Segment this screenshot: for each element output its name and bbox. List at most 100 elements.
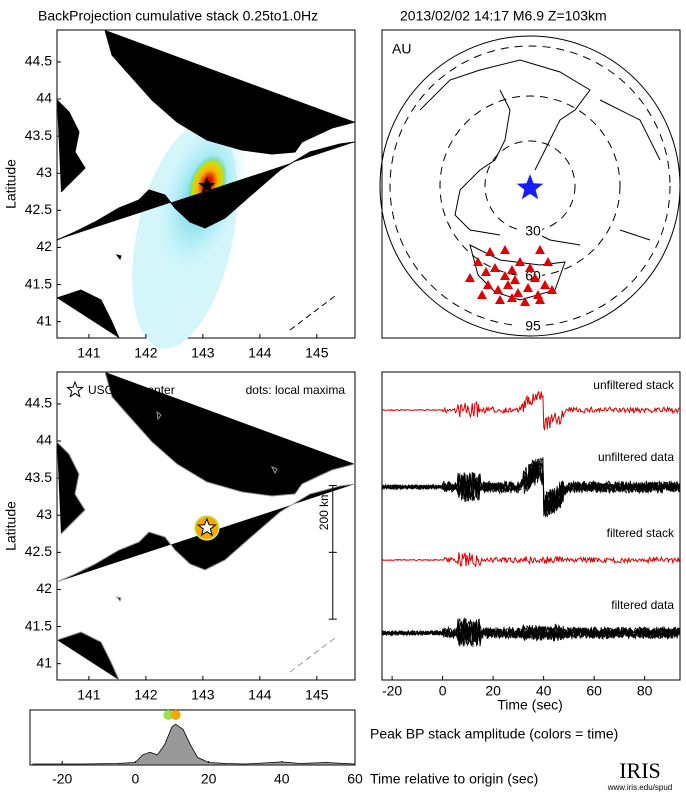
legend-symbol (66, 380, 84, 398)
title: BackProjection cumulative stack 0.25to1.… (38, 8, 318, 24)
waveform (381, 461, 681, 514)
station (507, 293, 517, 302)
epicenter (516, 174, 544, 200)
y-tick-label: 43 (36, 506, 52, 522)
station (543, 257, 553, 266)
trace-label: filtered data (611, 598, 674, 612)
ring-label-bg (518, 223, 542, 239)
x-tick-label: -20 (382, 683, 402, 699)
station (515, 257, 525, 266)
x-tick-label: 0 (439, 683, 447, 699)
x-tick-label: 142 (134, 345, 158, 361)
legend-label: dots: local maxima (246, 383, 346, 397)
ring-label: 95 (525, 318, 541, 334)
x-tick-label: 80 (637, 683, 653, 699)
station (465, 273, 475, 282)
station (490, 263, 500, 272)
x-tick-label: 141 (77, 345, 101, 361)
station (495, 295, 505, 304)
station (520, 297, 530, 306)
y-tick-label: 42.5 (25, 543, 52, 559)
station (525, 263, 535, 272)
waveform (381, 391, 680, 432)
x-tick-label: -20 (52, 771, 72, 787)
x-tick-label: 145 (305, 687, 329, 703)
x-tick-label: 60 (586, 683, 602, 699)
ring-label: 30 (525, 223, 541, 239)
epicenter (196, 517, 217, 537)
x-tick-label: 40 (536, 683, 552, 699)
trace-label: unfiltered stack (593, 378, 675, 392)
y-tick-label: 43 (36, 164, 52, 180)
scale-bar-label: 200 km (317, 491, 331, 530)
station (547, 285, 557, 294)
x-tick-label: 144 (248, 687, 272, 703)
globe-outline (379, 35, 681, 337)
waveform (381, 617, 681, 645)
x-tick-label: 20 (201, 771, 217, 787)
y-tick-label: 42 (36, 580, 52, 596)
station (507, 265, 517, 274)
waveform (381, 552, 681, 568)
station (500, 245, 510, 254)
x-tick-label: 143 (191, 687, 215, 703)
y-tick-label: 42.5 (25, 201, 52, 217)
y-tick-label: 44 (36, 90, 52, 106)
globe-label: AU (392, 41, 411, 57)
peak-title: Peak BP stack amplitude (colors = time) (370, 726, 618, 742)
x-tick-label: 144 (248, 345, 272, 361)
station (485, 247, 495, 256)
peak-x-title: Time relative to origin (sec) (370, 771, 538, 787)
map-frame (56, 371, 356, 681)
waveform (381, 618, 681, 647)
x-tick-label: 145 (305, 345, 329, 361)
x-tick-label: 143 (191, 345, 215, 361)
ring-label-bg (518, 318, 542, 334)
station (540, 280, 550, 289)
y-tick-label: 41 (36, 654, 52, 670)
station (473, 257, 483, 266)
station (510, 275, 520, 284)
logo: IRIS (619, 758, 661, 783)
x-tick-label: 0 (132, 771, 140, 787)
station (483, 280, 493, 289)
station (481, 267, 491, 276)
x-tick-label: 40 (274, 771, 290, 787)
station (523, 283, 533, 292)
globe (379, 35, 681, 337)
y-tick-label: 44.5 (25, 395, 52, 411)
waveform (381, 460, 681, 517)
station (535, 245, 545, 254)
y-axis-title: Latitude (3, 501, 19, 551)
epicenter (198, 176, 216, 194)
peak-dot (170, 710, 181, 720)
y-tick-label: 44.5 (25, 53, 52, 69)
y-tick-label: 41.5 (25, 617, 52, 633)
x-axis-title: Time (sec) (497, 697, 563, 713)
y-tick-label: 43.5 (25, 469, 52, 485)
x-tick-label: 60 (347, 771, 363, 787)
station (503, 280, 513, 289)
y-tick-label: 42 (36, 238, 52, 254)
y-tick-label: 44 (36, 432, 52, 448)
legend-label: USGS epicenter (88, 383, 175, 397)
coastline (419, 59, 661, 301)
amplitude-area (32, 723, 356, 766)
y-axis-title: Latitude (3, 159, 19, 209)
event-info: 2013/02/02 14:17 M6.9 Z=103km (400, 8, 607, 24)
station (477, 290, 487, 299)
y-tick-label: 41 (36, 312, 52, 328)
x-tick-label: 141 (77, 687, 101, 703)
map-frame (56, 29, 356, 339)
station (535, 295, 545, 304)
logo-url: www.iris.edu/spud (607, 783, 672, 792)
peak-dot (163, 710, 174, 720)
station (513, 288, 523, 297)
station (493, 285, 503, 294)
distance-ring (389, 45, 671, 327)
station (530, 273, 540, 282)
x-tick-label: 142 (134, 687, 158, 703)
trace-label: unfiltered data (598, 450, 674, 464)
y-tick-label: 43.5 (25, 127, 52, 143)
